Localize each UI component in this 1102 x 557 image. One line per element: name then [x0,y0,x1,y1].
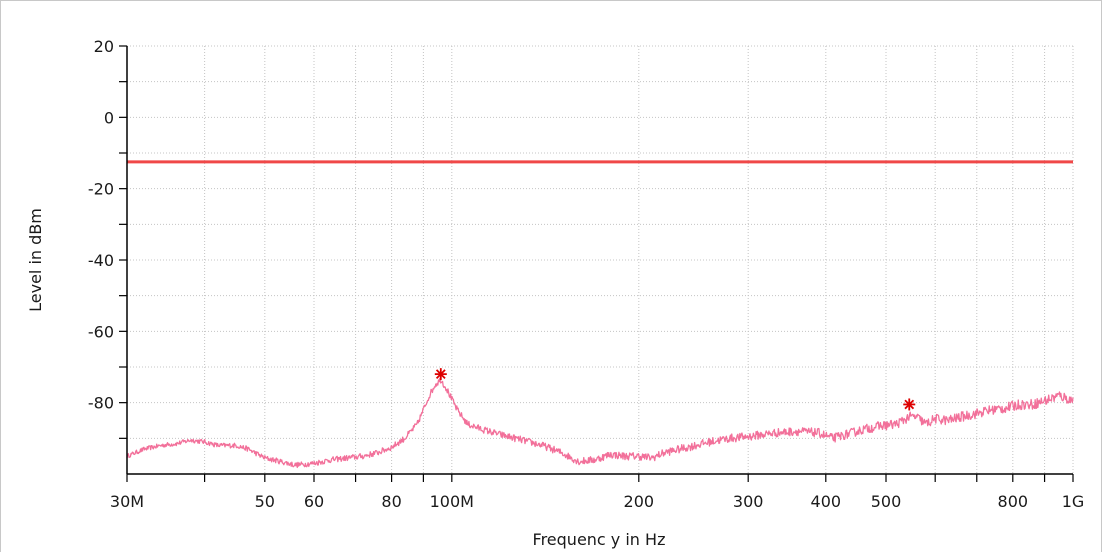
x-axis-title: Frequenc y in Hz [533,530,666,549]
peak-markers [434,368,916,411]
peak-marker [903,398,916,411]
x-tick-label: 100M [430,492,474,511]
x-tick-label: 300 [733,492,764,511]
axes [119,45,1074,482]
y-tick-label: 20 [94,37,114,56]
y-tick-label: -20 [88,180,114,199]
y-tick-label: -40 [88,251,114,270]
y-tick-label: -60 [88,322,114,341]
y-axis-title: Level in dBm [26,208,45,312]
peak-marker-stroke [904,399,915,410]
x-tick-label: 80 [381,492,401,511]
x-tick-label: 500 [871,492,902,511]
x-tick-label: 60 [304,492,324,511]
peak-marker-stroke [435,369,446,380]
trace-line [126,377,1074,469]
y-tick-label: -80 [88,394,114,413]
x-tick-label: 800 [998,492,1029,511]
trace [126,377,1074,469]
x-tick-label: 200 [624,492,655,511]
y-tick-label: 0 [104,108,114,127]
grid [126,45,1074,474]
x-tick-label: 50 [255,492,275,511]
x-tick-label: 1G [1062,492,1085,511]
peak-marker [434,368,447,381]
x-tick-label: 400 [811,492,842,511]
x-tick-label: 30M [110,492,144,511]
